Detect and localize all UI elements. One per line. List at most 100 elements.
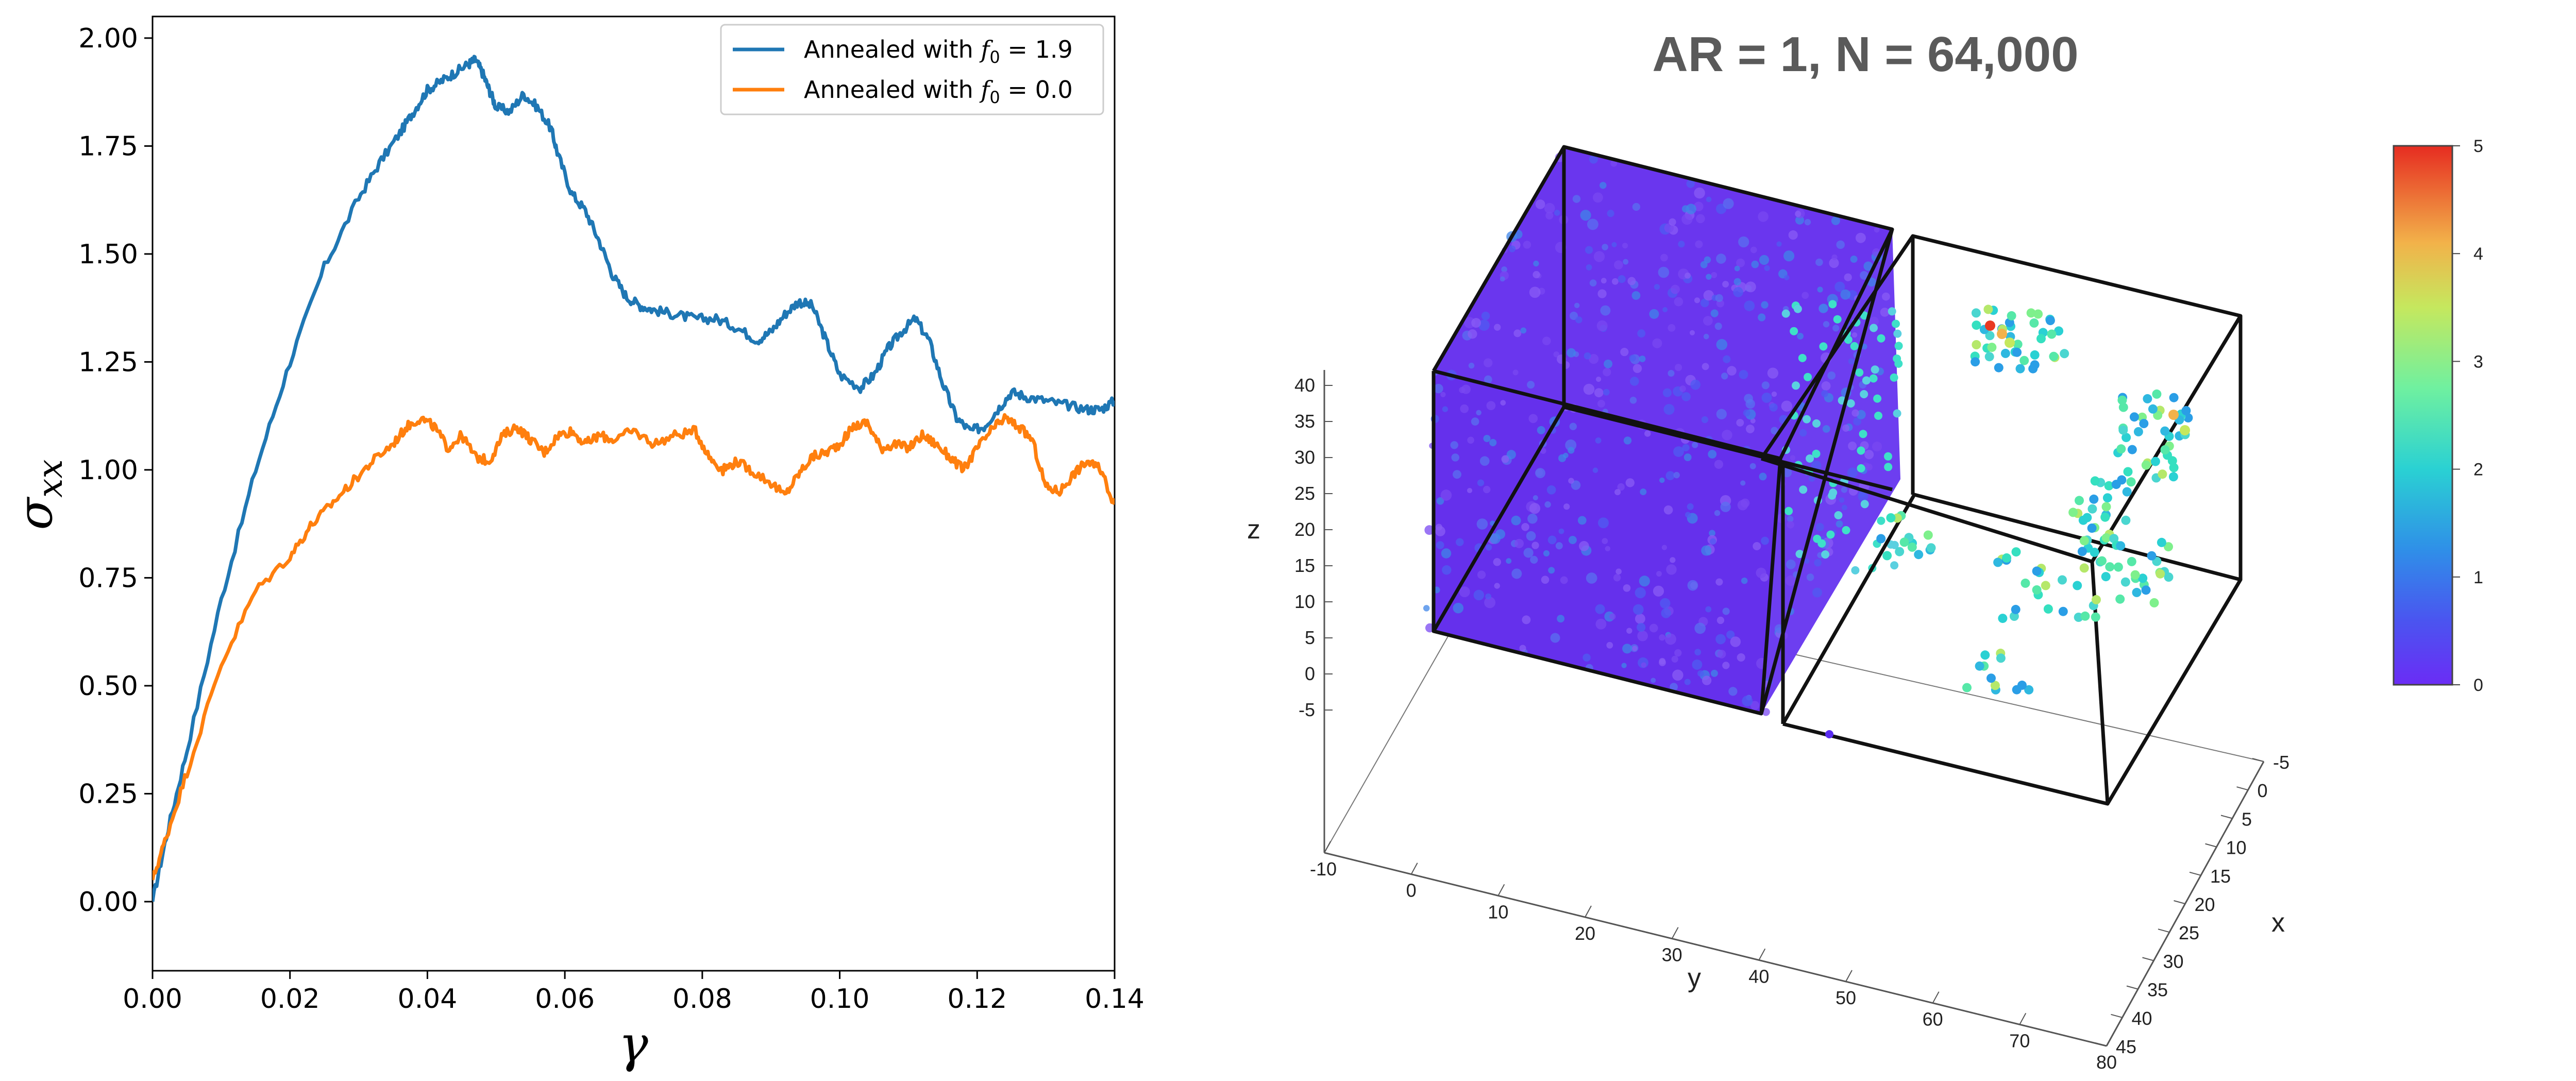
dense-speckle: [1842, 424, 1850, 432]
sparse-particle: [2133, 427, 2143, 436]
dense-speckle: [1817, 286, 1823, 293]
dense-speckle: [1716, 254, 1726, 264]
dense-speckle: [1823, 321, 1830, 328]
dense-speckle: [1702, 363, 1709, 370]
left-box-front: [1432, 371, 1782, 716]
dense-speckle: [1641, 662, 1646, 668]
dense-speckle: [1855, 232, 1866, 243]
dense-speckle: [1565, 439, 1577, 451]
dense-speckle: [1814, 559, 1822, 567]
sparse-particle: [2079, 536, 2089, 546]
dense-speckle: [1790, 455, 1796, 461]
dense-speckles: [1423, 153, 1903, 716]
dense-speckle: [1716, 616, 1725, 624]
dense-speckle: [1671, 655, 1678, 663]
boundary-particle: [1894, 342, 1903, 350]
sparse-particle: [2111, 480, 2121, 489]
dense-speckle: [1594, 388, 1604, 398]
dense-speckle: [1736, 418, 1744, 427]
dense-speckle: [1831, 216, 1840, 225]
dense-speckle: [1589, 279, 1597, 287]
boundary-particle: [1844, 335, 1853, 344]
sparse-particle: [2160, 426, 2170, 436]
colorbar-tick-label: 4: [2473, 244, 2483, 264]
dense-speckle: [1808, 475, 1815, 482]
dense-speckle: [1494, 324, 1501, 331]
dense-speckle: [1661, 608, 1671, 618]
dense-speckle: [1787, 515, 1794, 522]
dense-speckle: [1580, 210, 1591, 221]
sparse-particle: [2029, 318, 2039, 328]
dense-speckle: [1622, 243, 1628, 249]
dense-speckle: [1519, 645, 1526, 652]
dense-speckle: [1670, 284, 1680, 294]
dense-speckle: [1756, 567, 1766, 578]
dense-speckle: [1595, 618, 1607, 630]
sparse-particle: [2101, 502, 2111, 512]
boundary-particle: [1893, 409, 1901, 418]
x-axis-ticks: 0.00 0.02 0.04 0.06 0.08 0.10 0.12 0.14: [123, 971, 1144, 1015]
dense-speckle: [1668, 324, 1676, 332]
dense-speckle: [1637, 622, 1646, 632]
dense-speckle: [1485, 593, 1492, 600]
dense-speckle: [1785, 575, 1796, 586]
dense-speckle: [1623, 259, 1629, 265]
dense-speckle: [1740, 480, 1746, 486]
sparse-particle: [2116, 444, 2126, 454]
dense-speckle: [1434, 383, 1443, 394]
dense-speckle: [1607, 210, 1614, 217]
dense-speckle: [1468, 362, 1475, 369]
sparse-particle: [2092, 595, 2101, 604]
sparse-particle: [2089, 494, 2099, 504]
x-tick-mark-3d: [2189, 871, 2201, 876]
legend: Annealed with f0 = 1.9 Annealed with f0 …: [720, 24, 1104, 115]
dense-speckle: [1606, 641, 1613, 649]
dense-speckle: [1456, 538, 1464, 546]
dense-speckle: [1804, 218, 1811, 226]
boundary-particle: [1870, 324, 1878, 332]
series-line-1: [153, 413, 1115, 881]
sparse-particle: [2049, 351, 2059, 361]
dense-speckle: [1483, 434, 1491, 443]
dense-speckle: [1694, 622, 1706, 634]
sparse-particle: [2075, 496, 2084, 505]
dense-speckle: [1684, 679, 1691, 685]
dense-speckle: [1485, 544, 1492, 551]
dense-speckle: [1700, 261, 1708, 268]
dense-speckle: [1771, 427, 1778, 435]
dense-speckle: [1769, 403, 1778, 412]
boundary-particle: [1873, 394, 1882, 403]
dense-speckle: [1501, 455, 1509, 463]
dense-speckle: [1621, 663, 1627, 668]
y-tick-label: 2.00: [78, 23, 138, 54]
legend-box: [720, 24, 1104, 115]
dense-speckle: [1679, 385, 1686, 392]
sparse-particle: [2079, 563, 2089, 573]
sparse-particle: [1985, 331, 1995, 341]
dense-speckle: [1604, 359, 1613, 368]
colorbar-ticks: 5 4 3 2 1 0: [2452, 137, 2483, 695]
boundary-particle: [1834, 511, 1843, 519]
scatter-3d-chart: AR = 1, N = 64,000 4035302520151050-5-10…: [1247, 27, 2483, 1073]
colorbar: 5 4 3 2 1 0: [2393, 137, 2483, 695]
dense-speckle: [1592, 467, 1598, 473]
sparse-particle: [2117, 395, 2127, 405]
sparse-particle: [2149, 598, 2159, 607]
dense-speckle: [1478, 319, 1490, 331]
dense-speckle: [1533, 495, 1538, 501]
sparse-particle: [2169, 393, 2179, 402]
dense-speckle: [1776, 241, 1782, 247]
colorbar-gradient: [2393, 145, 2453, 686]
dense-speckle: [1674, 364, 1682, 371]
sparse-particle: [1987, 343, 1997, 352]
sparse-particles: [1825, 305, 2193, 738]
dense-speckle: [1586, 264, 1592, 271]
sparse-particle: [1980, 650, 1990, 660]
dense-speckle: [1649, 309, 1659, 319]
dense-speckle: [1612, 278, 1619, 285]
dense-speckle: [1623, 584, 1631, 592]
dense-speckle: [1660, 254, 1668, 262]
colorbar-tick-label: 5: [2473, 137, 2483, 156]
dense-speckle: [1708, 450, 1717, 459]
x-tick-label: 0.00: [123, 984, 182, 1015]
